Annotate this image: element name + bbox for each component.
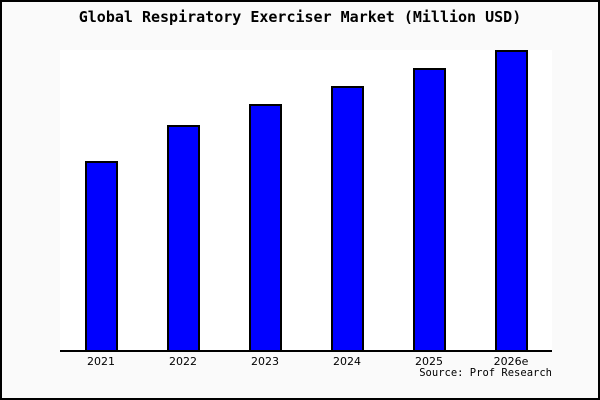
bar-2026e bbox=[494, 50, 528, 350]
x-tick-2024: 2024 bbox=[333, 355, 361, 368]
chart-title: Global Respiratory Exerciser Market (Mil… bbox=[78, 8, 522, 26]
x-tick-2026e: 2026e bbox=[493, 355, 529, 368]
bar-2023 bbox=[248, 104, 282, 350]
x-tick-2021: 2021 bbox=[87, 355, 115, 368]
bar-2025 bbox=[412, 68, 446, 350]
bar-2022 bbox=[166, 125, 200, 350]
bar-2024 bbox=[330, 86, 364, 350]
x-tick-2023: 2023 bbox=[251, 355, 279, 368]
plot-area bbox=[60, 50, 552, 352]
x-tick-2025: 2025 bbox=[415, 355, 443, 368]
source-note: Source: Prof Research bbox=[419, 367, 552, 379]
x-tick-2022: 2022 bbox=[169, 355, 197, 368]
x-axis-labels: 2021 2022 2023 2024 2025 2026e bbox=[60, 355, 552, 368]
bar-2021 bbox=[84, 161, 118, 350]
